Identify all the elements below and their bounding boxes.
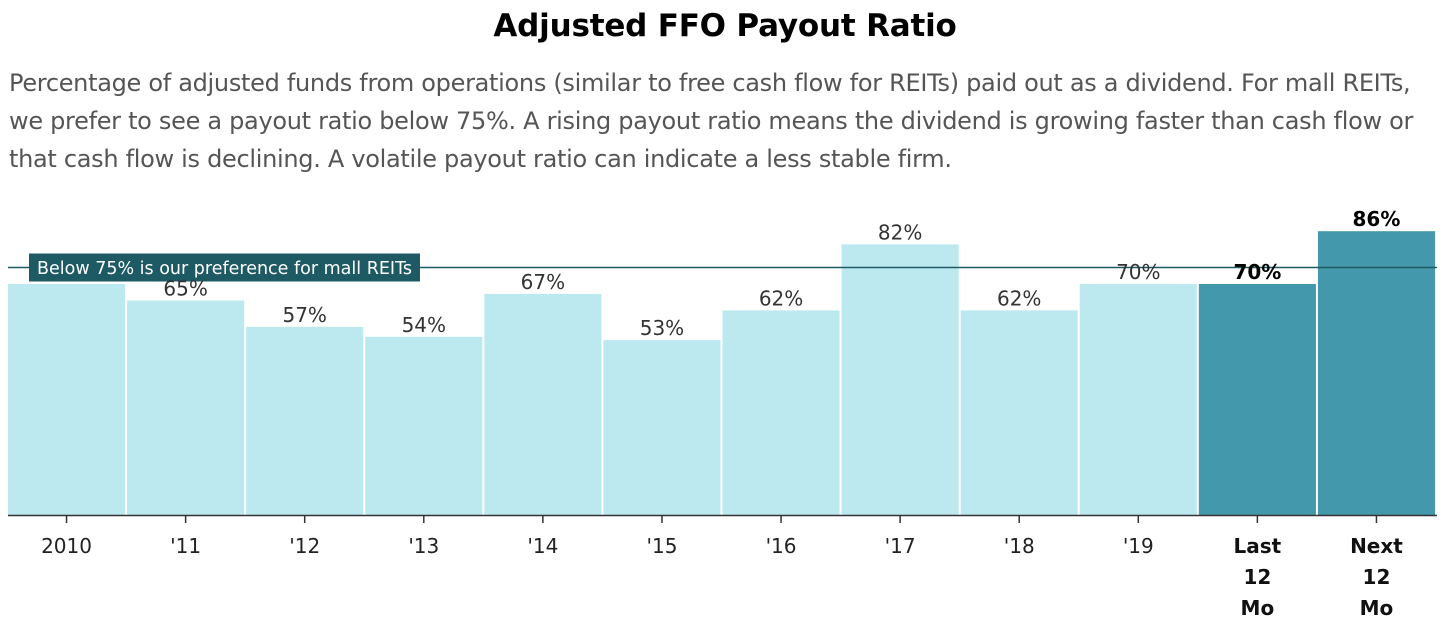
bar-3 bbox=[365, 336, 483, 515]
bar-2 bbox=[246, 326, 364, 515]
data-label-3: 54% bbox=[402, 313, 446, 337]
x-tick-label-10: Last 12 Mo bbox=[1234, 534, 1282, 620]
data-label-1: 65% bbox=[163, 277, 207, 301]
data-label-2: 57% bbox=[282, 303, 326, 327]
x-tick-label-1: '11 bbox=[170, 534, 201, 558]
x-tick-label-11: Next 12 Mo bbox=[1350, 534, 1403, 620]
bar-0 bbox=[8, 284, 126, 515]
chart-subtitle: Percentage of adjusted funds from operat… bbox=[9, 69, 1414, 173]
x-tick-label-4: '14 bbox=[527, 534, 558, 558]
chart-title: Adjusted FFO Payout Ratio bbox=[493, 8, 957, 44]
bar-8 bbox=[960, 310, 1078, 515]
bar-10 bbox=[1198, 284, 1316, 515]
data-label-11: 86% bbox=[1353, 207, 1401, 231]
x-tick-label-7: '17 bbox=[885, 534, 916, 558]
x-tick-label-9: '19 bbox=[1123, 534, 1154, 558]
x-tick-label-5: '15 bbox=[646, 534, 677, 558]
bar-5 bbox=[603, 340, 721, 515]
reference-label-box bbox=[29, 253, 420, 282]
data-label-9: 70% bbox=[1116, 260, 1160, 284]
x-tick-label-3: '13 bbox=[408, 534, 439, 558]
data-label-8: 62% bbox=[997, 286, 1041, 310]
bar-4 bbox=[484, 293, 602, 515]
bar-11 bbox=[1317, 231, 1435, 515]
bar-7 bbox=[841, 244, 959, 515]
data-label-6: 62% bbox=[759, 286, 803, 310]
x-tick-label-2: '12 bbox=[289, 534, 320, 558]
data-label-10: 70% bbox=[1233, 260, 1281, 284]
data-label-4: 67% bbox=[521, 270, 565, 294]
bar-1 bbox=[127, 300, 245, 515]
x-tick-label-0: 2010 bbox=[41, 534, 92, 558]
data-label-5: 53% bbox=[640, 316, 684, 340]
bar-6 bbox=[722, 310, 840, 515]
x-tick-label-6: '16 bbox=[766, 534, 797, 558]
data-label-7: 82% bbox=[878, 220, 922, 244]
x-tick-label-8: '18 bbox=[1004, 534, 1035, 558]
reference-label: Below 75% is our preference for mall REI… bbox=[37, 259, 412, 279]
bar-9 bbox=[1079, 284, 1197, 515]
